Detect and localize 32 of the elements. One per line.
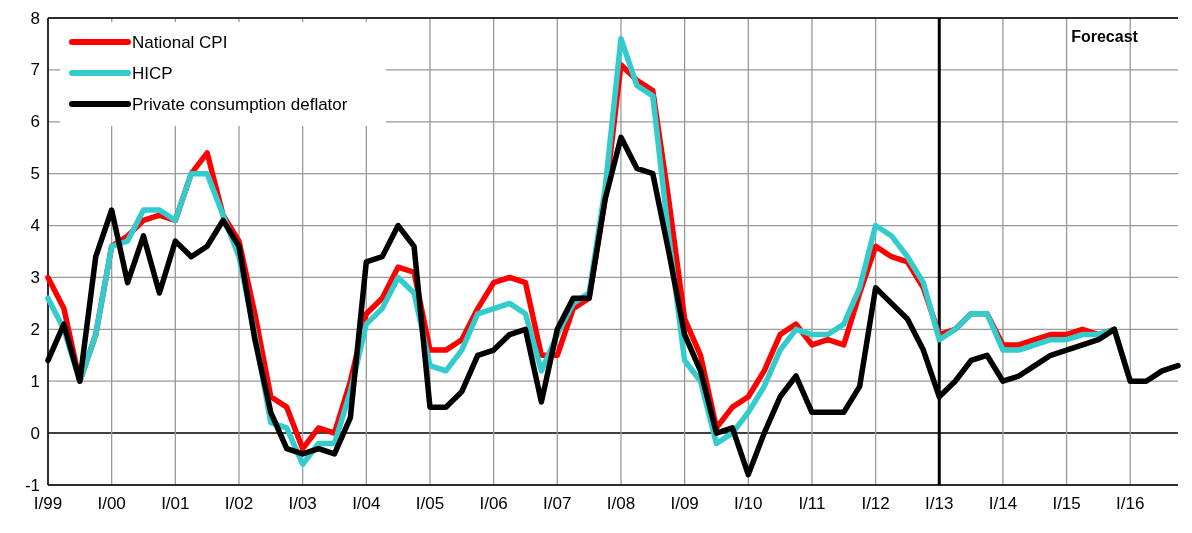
annotation: Forecast bbox=[1071, 28, 1139, 45]
y-tick-label: 2 bbox=[30, 319, 40, 339]
y-tick-label: -1 bbox=[24, 475, 40, 495]
x-tick-label: I/10 bbox=[734, 494, 763, 513]
x-tick-label: I/14 bbox=[988, 494, 1018, 513]
y-tick-label: 5 bbox=[30, 164, 40, 184]
x-tick-label: I/02 bbox=[224, 494, 254, 513]
x-tick-label: I/12 bbox=[861, 494, 890, 513]
y-tick-label: 1 bbox=[30, 371, 40, 391]
y-tick-label: 4 bbox=[30, 216, 40, 236]
y-tick-label: 0 bbox=[30, 423, 40, 443]
x-tick-label: I/09 bbox=[670, 494, 699, 513]
x-tick-label: I/11 bbox=[798, 494, 826, 513]
x-tick-label: I/00 bbox=[97, 494, 126, 513]
legend-label: HICP bbox=[132, 63, 173, 83]
x-tick-label: I/99 bbox=[33, 494, 63, 513]
x-tick-label: I/05 bbox=[415, 494, 445, 513]
x-tick-label: I/03 bbox=[288, 494, 317, 513]
legend-label: National CPI bbox=[132, 32, 228, 52]
x-tick-label: I/15 bbox=[1052, 494, 1081, 513]
y-tick-label: 3 bbox=[30, 267, 40, 287]
x-tick-label: I/06 bbox=[479, 494, 508, 513]
x-tick-label: I/13 bbox=[925, 494, 954, 513]
y-tick-label: 8 bbox=[30, 8, 40, 28]
x-tick-label: I/01 bbox=[161, 494, 190, 513]
legend-label: Private consumption deflator bbox=[132, 94, 348, 114]
x-tick-label: I/07 bbox=[543, 494, 572, 513]
y-tick-label: 6 bbox=[30, 112, 40, 132]
x-tick-label: I/04 bbox=[352, 494, 381, 513]
y-tick-label: 7 bbox=[30, 60, 40, 80]
x-tick-label: I/16 bbox=[1116, 494, 1145, 513]
x-tick-label: I/08 bbox=[606, 494, 636, 513]
